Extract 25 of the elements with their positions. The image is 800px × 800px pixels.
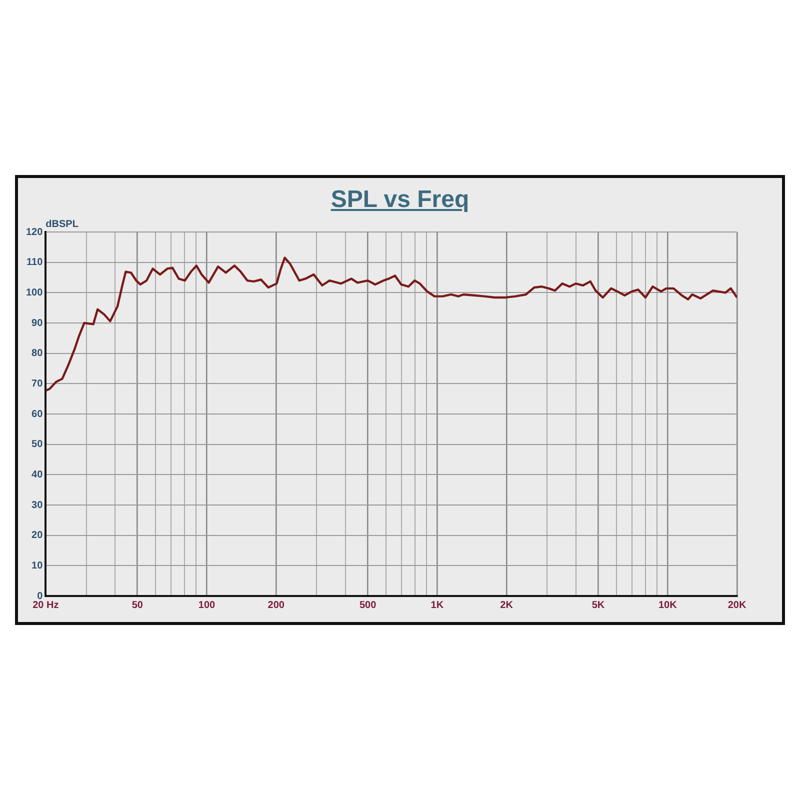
y-axis-title: dBSPL [46,218,78,230]
x-tick-label: 100 [198,600,216,611]
x-tick-label: 50 [132,600,144,611]
y-tick-label: 20 [32,530,44,542]
x-tick-label: 500 [359,600,377,611]
y-tick-label: 100 [26,287,44,298]
y-tick-label: 30 [32,500,44,511]
x-tick-label: 20 Hz [32,600,59,611]
y-tick-label: 70 [32,378,44,390]
y-tick-label: 50 [32,439,44,450]
chart-title: SPL vs Freq [330,186,470,215]
x-tick-label: 1K [430,600,444,611]
y-tick-label: 120 [26,226,44,238]
x-tick-label: 10K [658,600,678,611]
y-tick-label: 40 [32,469,44,480]
y-tick-label: 80 [32,348,44,360]
x-tick-label: 2K [500,600,514,611]
x-tick-label: 20K [728,600,747,611]
y-tick-label: 110 [26,257,44,268]
y-tick-label: 10 [32,560,44,572]
y-tick-label: 60 [32,408,44,420]
x-tick-label: 5K [592,600,606,611]
x-tick-label: 200 [268,600,285,611]
y-tick-label: 0 [37,590,44,602]
y-tick-label: 90 [32,318,44,329]
